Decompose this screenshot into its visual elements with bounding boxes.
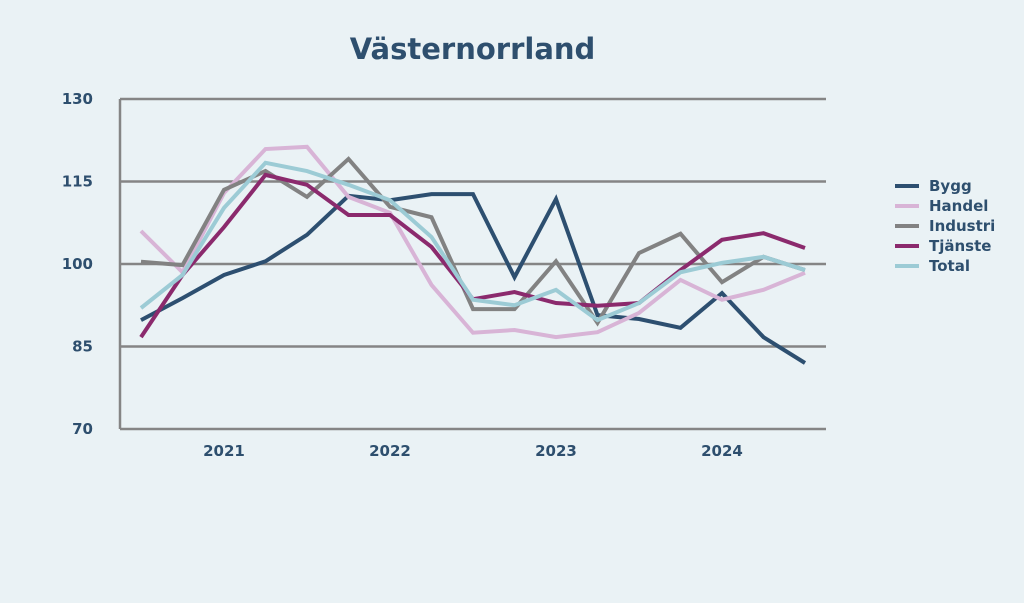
legend-swatch xyxy=(895,244,919,248)
legend-label: Tjänste xyxy=(929,237,992,255)
y-tick-label: 70 xyxy=(72,420,93,438)
x-tick-label: 2022 xyxy=(369,442,411,460)
y-tick-label: 115 xyxy=(62,173,93,191)
series-line-bygg xyxy=(140,192,807,365)
legend-label: Total xyxy=(929,257,970,275)
legend-item: Bygg xyxy=(895,176,995,196)
legend-label: Bygg xyxy=(929,177,972,195)
legend-item: Total xyxy=(895,256,995,276)
x-tick-label: 2021 xyxy=(203,442,245,460)
legend-label: Industri xyxy=(929,217,996,235)
series-line-tjänste xyxy=(139,172,806,339)
y-tick-label: 130 xyxy=(62,90,93,108)
legend-label: Handel xyxy=(929,197,989,215)
legend-swatch xyxy=(895,204,919,208)
legend-swatch xyxy=(895,184,919,188)
legend-item: Industri xyxy=(895,216,995,236)
x-tick-label: 2024 xyxy=(701,442,743,460)
legend: Bygg Handel Industri Tjänste Total xyxy=(895,176,995,276)
legend-swatch xyxy=(895,264,919,268)
legend-swatch xyxy=(895,224,919,228)
y-tick-label: 100 xyxy=(62,255,93,273)
series-line-total xyxy=(139,160,806,323)
legend-item: Tjänste xyxy=(895,236,995,256)
legend-item: Handel xyxy=(895,196,995,216)
y-tick-label: 85 xyxy=(72,338,93,356)
chart-title: Västernorrland xyxy=(349,32,596,66)
x-tick-label: 2023 xyxy=(535,442,577,460)
